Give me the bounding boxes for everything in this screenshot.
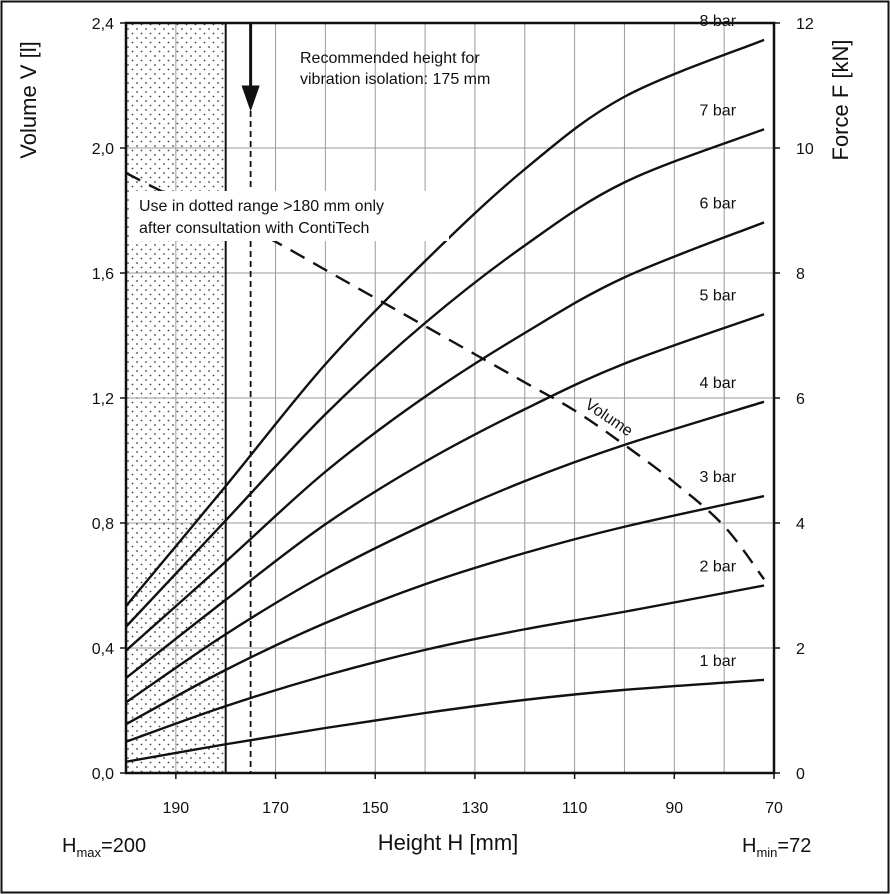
h-min-label: Hmin=72 [742, 835, 811, 860]
y-left-tick-label: 2,0 [92, 141, 114, 158]
y-left-tick-label: 0,0 [92, 766, 114, 783]
h-min-value: =72 [777, 835, 811, 857]
y-right-tick-label: 8 [796, 266, 805, 283]
y-right-tick-label: 10 [796, 141, 814, 158]
y-right-tick-label: 4 [796, 516, 805, 533]
dotted-range-annotation-line1: Use in dotted range >180 mm only [139, 198, 384, 215]
x-tick-label: 150 [362, 800, 389, 817]
h-max-value: =200 [101, 835, 146, 857]
series-label: 1 bar [700, 653, 737, 670]
series-label: 5 bar [700, 287, 737, 304]
h-min-sub: min [756, 845, 777, 860]
h-max-sub: max [76, 845, 101, 860]
series-label: 3 bar [700, 469, 737, 486]
y-left-tick-label: 0,4 [92, 641, 114, 658]
y-left-tick-label: 2,4 [92, 16, 114, 33]
h-max-label: Hmax=200 [62, 835, 146, 860]
recommended-annotation-line2: vibration isolation: 175 mm [300, 71, 490, 88]
y-right-tick-label: 0 [796, 766, 805, 783]
x-tick-label: 110 [562, 800, 588, 817]
y-left-axis-title: Volume V [l] [16, 41, 41, 158]
series-label: 8 bar [700, 13, 737, 30]
y-right-tick-label: 6 [796, 391, 805, 408]
series-label: 6 bar [700, 195, 737, 212]
y-right-tick-label: 12 [796, 16, 814, 33]
y-left-tick-label: 1,6 [92, 266, 114, 283]
h-min-main: H [742, 835, 756, 857]
axis-ticks: 0,0 0,4 0,8 1,2 1,6 2,0 2,4 0 2 4 6 8 10 12 190 170 150 1… [92, 16, 814, 817]
y-left-tick-label: 1,2 [92, 391, 114, 408]
x-tick-label: 170 [262, 800, 289, 817]
x-tick-label: 90 [665, 800, 683, 817]
recommended-annotation-line1: Recommended height for [300, 50, 480, 67]
x-tick-label: 130 [462, 800, 489, 817]
y-left-tick-label: 0,8 [92, 516, 114, 533]
dotted-range-note: Use in dotted range >180 mm only after c… [131, 191, 449, 241]
y-right-axis-title: Force F [kN] [828, 39, 853, 160]
x-tick-label: 190 [162, 800, 189, 817]
dotted-range-note-background [131, 191, 449, 241]
y-right-tick-label: 2 [796, 641, 805, 658]
x-axis-title: Height H [mm] [378, 830, 519, 855]
x-tick-label: 70 [765, 800, 783, 817]
series-label: 2 bar [700, 559, 737, 576]
series-label: 7 bar [700, 102, 737, 119]
dotted-range-annotation-line2: after consultation with ContiTech [139, 220, 369, 237]
h-max-main: H [62, 835, 76, 857]
recommended-height-arrow [241, 23, 260, 112]
series-label: 4 bar [700, 375, 737, 392]
